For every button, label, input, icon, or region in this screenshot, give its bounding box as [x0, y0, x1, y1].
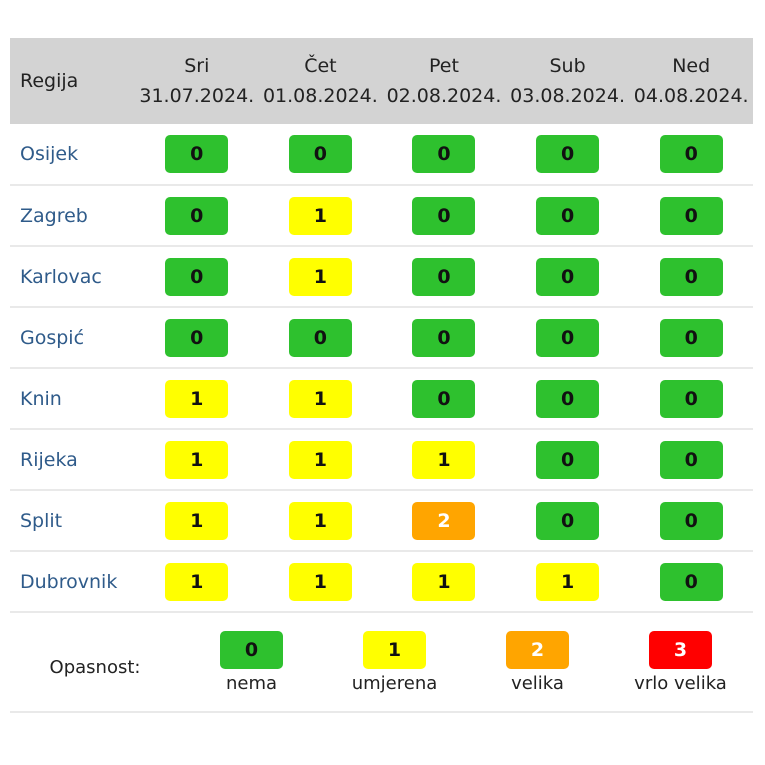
region-link-osijek[interactable]: Osijek: [20, 143, 79, 165]
danger-badge: 0: [536, 379, 600, 418]
region-link-gospic[interactable]: Gospić: [20, 326, 85, 349]
danger-badge: 0: [659, 501, 723, 540]
danger-badge: 1: [165, 440, 229, 479]
danger-badge: 0: [412, 135, 476, 173]
table-row: Split 1 1 2 0 0: [10, 490, 753, 551]
danger-badge: 0: [412, 196, 476, 235]
table-header-row: Regija Sri 31.07.2024. Čet 01.08.2024. P…: [10, 38, 753, 124]
region-link-dubrovnik[interactable]: Dubrovnik: [20, 570, 118, 593]
danger-badge: 0: [659, 440, 723, 479]
legend-label: Opasnost:: [49, 657, 141, 678]
danger-badge: 1: [165, 379, 229, 418]
day-column-header: Ned 04.08.2024.: [629, 38, 753, 124]
day-name: Čet: [304, 55, 337, 77]
day-date: 01.08.2024.: [262, 85, 378, 107]
danger-badge: 1: [536, 562, 600, 601]
danger-badge: 0: [288, 135, 352, 173]
danger-badge: 1: [288, 257, 352, 296]
day-column-header: Pet 02.08.2024.: [382, 38, 506, 124]
day-column-header: Sri 31.07.2024.: [135, 38, 259, 124]
danger-badge: 0: [659, 379, 723, 418]
day-name: Sri: [184, 55, 210, 77]
danger-badge: 0: [288, 318, 352, 357]
table-row: Dubrovnik 1 1 1 1 0: [10, 551, 753, 612]
region-link-karlovac[interactable]: Karlovac: [20, 265, 102, 288]
danger-badge: 1: [165, 562, 229, 601]
legend-badge: 3: [649, 631, 712, 669]
legend-item: 0 nema: [180, 613, 323, 694]
legend-badge: 1: [363, 631, 426, 669]
fire-danger-widget: Regija Sri 31.07.2024. Čet 01.08.2024. P…: [10, 38, 753, 713]
legend-text: umjerena: [351, 673, 438, 694]
danger-badge: 1: [288, 379, 352, 418]
region-link-zagreb[interactable]: Zagreb: [20, 204, 88, 227]
day-column-header: Sub 03.08.2024.: [506, 38, 630, 124]
legend-item: 3 vrlo velika: [609, 613, 752, 694]
table-row: Rijeka 1 1 1 0 0: [10, 429, 753, 490]
danger-badge: 2: [412, 501, 476, 540]
legend-item: 1 umjerena: [323, 613, 466, 694]
danger-badge: 1: [288, 562, 352, 601]
region-link-split[interactable]: Split: [20, 509, 63, 532]
danger-badge: 1: [165, 501, 229, 540]
day-date: 03.08.2024.: [510, 85, 625, 107]
danger-badge: 0: [536, 501, 600, 540]
danger-badge: 0: [165, 318, 229, 357]
legend-text: nema: [225, 673, 278, 694]
day-name: Ned: [672, 55, 711, 77]
legend-item: 2 velika: [466, 613, 609, 694]
danger-badge: 1: [288, 196, 352, 235]
danger-badge: 0: [165, 196, 229, 235]
danger-legend: Opasnost: 0 nema 1 umjerena 2 velika 3 v…: [10, 613, 753, 713]
table-row: Karlovac 0 1 0 0 0: [10, 246, 753, 307]
danger-badge: 0: [536, 257, 600, 296]
danger-badge: 0: [659, 196, 723, 235]
danger-badge: 0: [659, 135, 723, 173]
day-name: Pet: [429, 55, 459, 77]
legend-badge: 0: [220, 631, 283, 669]
danger-badge: 0: [536, 318, 600, 357]
day-date: 04.08.2024.: [633, 85, 749, 107]
danger-badge: 1: [412, 562, 476, 601]
danger-badge: 0: [536, 196, 600, 235]
day-date: 02.08.2024.: [386, 85, 502, 107]
danger-badge: 0: [412, 257, 476, 296]
day-date: 31.07.2024.: [139, 85, 255, 107]
danger-badge: 0: [165, 135, 229, 173]
danger-badge: 0: [659, 257, 723, 296]
day-column-header: Čet 01.08.2024.: [259, 38, 383, 124]
danger-badge: 0: [412, 318, 476, 357]
region-link-knin[interactable]: Knin: [20, 387, 62, 410]
legend-text: velika: [511, 673, 564, 694]
table-row: Zagreb 0 1 0 0 0: [10, 185, 753, 246]
danger-badge: 0: [536, 440, 600, 479]
region-link-rijeka[interactable]: Rijeka: [20, 448, 78, 471]
table-row: Knin 1 1 0 0 0: [10, 368, 753, 429]
danger-badge: 0: [412, 379, 476, 418]
day-name: Sub: [549, 55, 586, 77]
danger-badge: 0: [165, 257, 229, 296]
danger-badge: 0: [659, 318, 723, 357]
fire-danger-table: Regija Sri 31.07.2024. Čet 01.08.2024. P…: [10, 38, 753, 613]
legend-badge: 2: [506, 631, 569, 669]
danger-badge: 1: [288, 501, 352, 540]
danger-badge: 0: [536, 135, 600, 173]
legend-text: vrlo velika: [634, 673, 727, 694]
region-column-header: Regija: [20, 70, 79, 92]
danger-badge: 1: [412, 440, 476, 479]
table-row: Gospić 0 0 0 0 0: [10, 307, 753, 368]
table-row: Osijek 0 0 0 0 0: [10, 124, 753, 185]
danger-badge: 0: [659, 562, 723, 601]
danger-badge: 1: [288, 440, 352, 479]
